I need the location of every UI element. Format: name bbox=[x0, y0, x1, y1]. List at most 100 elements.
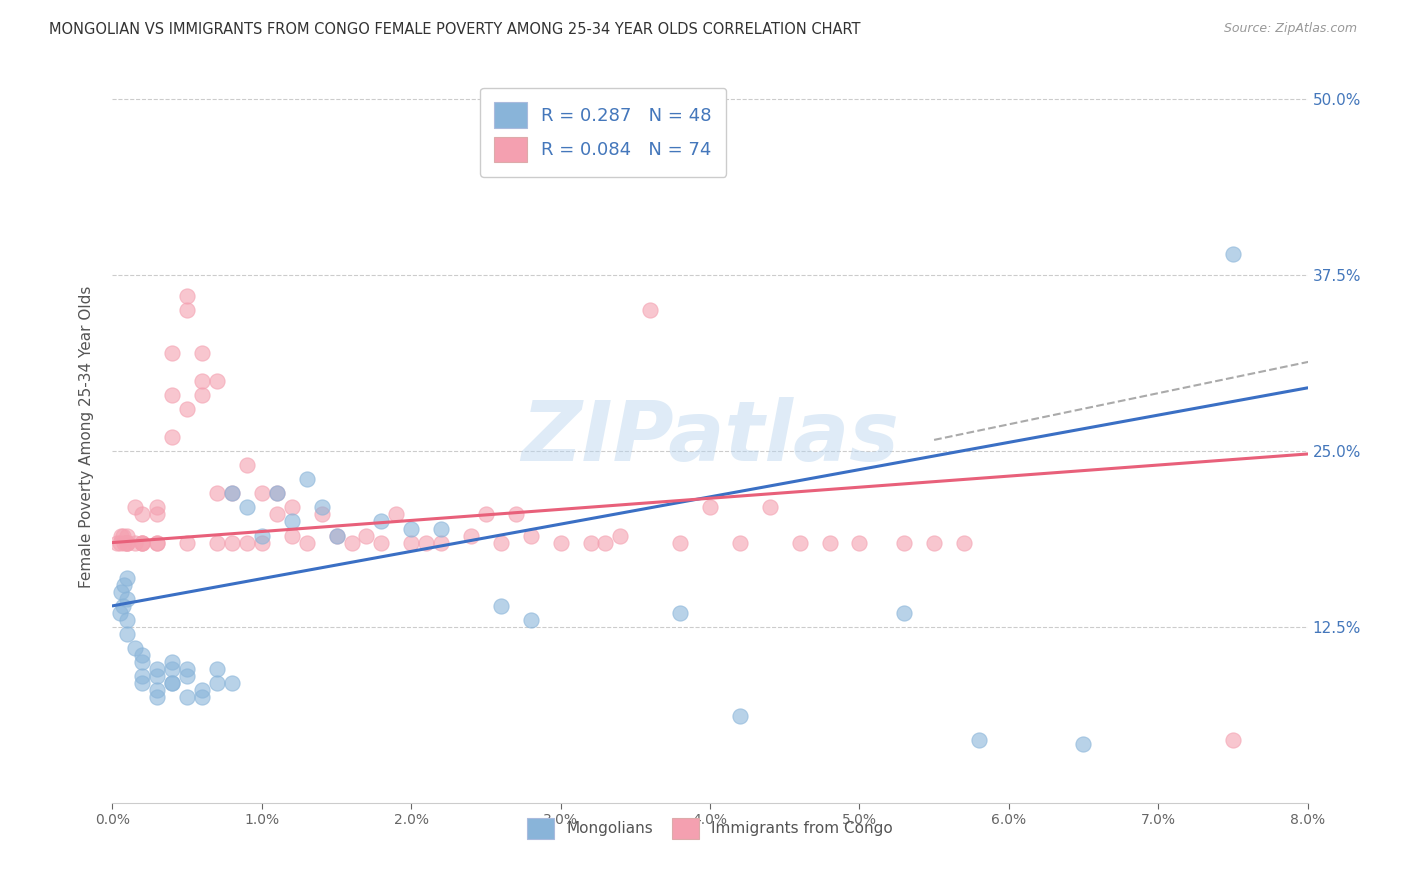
Point bbox=[191, 690, 214, 705]
Point bbox=[117, 535, 139, 549]
Point bbox=[191, 345, 214, 359]
Point bbox=[356, 528, 378, 542]
Point bbox=[131, 508, 153, 522]
Point bbox=[281, 515, 304, 529]
Point bbox=[250, 528, 273, 542]
Point bbox=[176, 662, 198, 676]
Point bbox=[401, 521, 423, 535]
Text: Source: ZipAtlas.com: Source: ZipAtlas.com bbox=[1223, 22, 1357, 36]
Point bbox=[146, 662, 169, 676]
Point bbox=[117, 535, 139, 549]
Point bbox=[505, 508, 527, 522]
Point bbox=[205, 535, 228, 549]
Point bbox=[699, 500, 721, 515]
Y-axis label: Female Poverty Among 25-34 Year Olds: Female Poverty Among 25-34 Year Olds bbox=[79, 286, 94, 588]
Point bbox=[146, 690, 169, 705]
Point bbox=[1073, 737, 1095, 751]
Point bbox=[520, 613, 543, 627]
Point bbox=[848, 535, 870, 549]
Point bbox=[430, 535, 453, 549]
Point bbox=[146, 508, 169, 522]
Point bbox=[117, 627, 139, 641]
Point bbox=[191, 683, 214, 698]
Point bbox=[669, 535, 692, 549]
Point bbox=[325, 528, 347, 542]
Point bbox=[893, 606, 915, 620]
Point bbox=[117, 591, 139, 606]
Point bbox=[295, 472, 318, 486]
Point bbox=[953, 535, 976, 549]
Point bbox=[609, 528, 631, 542]
Point bbox=[1222, 247, 1244, 261]
Point bbox=[146, 683, 169, 698]
Point bbox=[967, 732, 990, 747]
Point bbox=[162, 676, 183, 690]
Point bbox=[221, 535, 243, 549]
Point bbox=[146, 535, 169, 549]
Legend: Mongolians, Immigrants from Congo: Mongolians, Immigrants from Congo bbox=[516, 807, 904, 850]
Point bbox=[520, 528, 543, 542]
Point bbox=[370, 535, 392, 549]
Point bbox=[176, 690, 198, 705]
Point bbox=[236, 458, 259, 473]
Point bbox=[401, 535, 423, 549]
Point bbox=[311, 500, 333, 515]
Point bbox=[114, 535, 135, 549]
Point bbox=[117, 535, 139, 549]
Point bbox=[236, 500, 259, 515]
Point bbox=[281, 500, 304, 515]
Point bbox=[205, 486, 228, 500]
Point bbox=[595, 535, 617, 549]
Point bbox=[728, 535, 751, 549]
Point bbox=[111, 599, 134, 613]
Point bbox=[250, 486, 273, 500]
Point bbox=[460, 528, 482, 542]
Point bbox=[205, 676, 228, 690]
Point bbox=[550, 535, 572, 549]
Point bbox=[162, 430, 183, 444]
Point bbox=[205, 662, 228, 676]
Point bbox=[162, 345, 183, 359]
Point bbox=[266, 508, 288, 522]
Point bbox=[131, 655, 153, 669]
Point bbox=[117, 528, 139, 542]
Text: MONGOLIAN VS IMMIGRANTS FROM CONGO FEMALE POVERTY AMONG 25-34 YEAR OLDS CORRELAT: MONGOLIAN VS IMMIGRANTS FROM CONGO FEMAL… bbox=[49, 22, 860, 37]
Point bbox=[191, 374, 214, 388]
Point bbox=[250, 535, 273, 549]
Point bbox=[489, 535, 512, 549]
Point bbox=[176, 303, 198, 318]
Point bbox=[370, 515, 392, 529]
Point bbox=[266, 486, 288, 500]
Point bbox=[131, 535, 153, 549]
Point bbox=[124, 500, 146, 515]
Point bbox=[176, 289, 198, 303]
Text: ZIPatlas: ZIPatlas bbox=[522, 397, 898, 477]
Point bbox=[108, 606, 131, 620]
Point bbox=[111, 528, 134, 542]
Point bbox=[176, 401, 198, 416]
Point bbox=[385, 508, 408, 522]
Point bbox=[205, 374, 228, 388]
Point bbox=[146, 669, 169, 683]
Point bbox=[162, 676, 183, 690]
Point bbox=[281, 528, 304, 542]
Point bbox=[146, 500, 169, 515]
Point bbox=[108, 535, 131, 549]
Point bbox=[669, 606, 692, 620]
Point bbox=[117, 571, 139, 585]
Point bbox=[221, 676, 243, 690]
Point bbox=[131, 648, 153, 662]
Point bbox=[110, 584, 132, 599]
Point bbox=[221, 486, 243, 500]
Point bbox=[818, 535, 841, 549]
Point bbox=[176, 669, 198, 683]
Point bbox=[105, 535, 128, 549]
Point bbox=[236, 535, 259, 549]
Point bbox=[489, 599, 512, 613]
Point bbox=[162, 662, 183, 676]
Point bbox=[124, 535, 146, 549]
Point bbox=[295, 535, 318, 549]
Point bbox=[579, 535, 602, 549]
Point bbox=[789, 535, 811, 549]
Point bbox=[759, 500, 782, 515]
